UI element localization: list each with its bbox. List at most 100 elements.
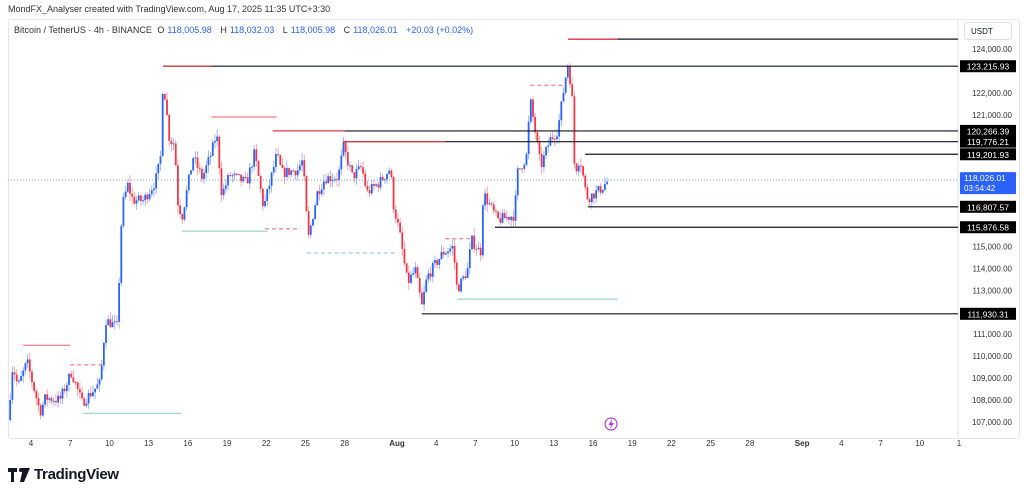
candle bbox=[238, 174, 240, 176]
candle-body bbox=[303, 160, 306, 177]
time-tick-label: 4 bbox=[29, 439, 34, 448]
candle bbox=[240, 174, 242, 187]
candle bbox=[477, 241, 480, 250]
candle bbox=[153, 182, 155, 197]
candle-body bbox=[388, 170, 391, 174]
candle bbox=[270, 171, 273, 193]
candle bbox=[31, 368, 33, 389]
candle-body bbox=[28, 359, 31, 372]
time-tick-label: 16 bbox=[589, 439, 598, 448]
candle bbox=[488, 197, 491, 206]
candle bbox=[499, 211, 502, 226]
time-tick-label: 1 bbox=[957, 439, 962, 448]
candle-body bbox=[405, 263, 408, 273]
candle bbox=[85, 398, 88, 408]
time-tick-label: 13 bbox=[144, 439, 153, 448]
candle bbox=[451, 239, 454, 256]
candle-body bbox=[488, 203, 491, 205]
candle-body bbox=[477, 247, 480, 250]
candle-body bbox=[486, 193, 489, 205]
candle bbox=[464, 270, 467, 281]
candle-body bbox=[155, 173, 158, 189]
candle-body bbox=[386, 173, 388, 180]
tradingview-logo[interactable]: TradingView bbox=[8, 466, 119, 483]
time-tick-label: Sep bbox=[795, 439, 810, 448]
candle-body bbox=[595, 190, 598, 199]
candle-body bbox=[290, 170, 293, 175]
candle bbox=[366, 180, 369, 193]
candle bbox=[192, 157, 195, 173]
candle bbox=[514, 190, 517, 226]
candle bbox=[26, 354, 29, 369]
candle-body bbox=[61, 388, 64, 399]
candle-body bbox=[17, 380, 20, 382]
candle-body bbox=[13, 372, 16, 375]
candle-body bbox=[573, 96, 576, 164]
candle-body bbox=[105, 325, 107, 343]
candle bbox=[294, 170, 297, 181]
candle-body bbox=[534, 116, 537, 133]
candle bbox=[272, 160, 275, 176]
candle bbox=[92, 385, 94, 398]
candle-body bbox=[346, 152, 349, 166]
bar-countdown: 03:54:42 bbox=[964, 184, 996, 193]
candle-body bbox=[20, 376, 22, 381]
candle bbox=[78, 382, 81, 400]
candle bbox=[185, 185, 188, 211]
candle-body bbox=[44, 394, 46, 405]
candle bbox=[484, 188, 486, 211]
candle bbox=[497, 210, 500, 220]
candle bbox=[479, 243, 482, 262]
candle bbox=[449, 244, 452, 255]
candle-body bbox=[185, 190, 188, 208]
candle-body bbox=[218, 136, 221, 169]
candle-body bbox=[76, 382, 79, 390]
candle-body bbox=[179, 205, 181, 215]
candle-body bbox=[214, 141, 216, 143]
candle bbox=[135, 196, 138, 210]
candle-body bbox=[166, 99, 168, 115]
candle-body bbox=[532, 99, 534, 117]
candle bbox=[431, 260, 434, 283]
level-label-bg bbox=[960, 200, 1016, 213]
candle bbox=[429, 266, 432, 282]
price-tick-label: 115,000.00 bbox=[973, 242, 1013, 251]
candle bbox=[510, 215, 513, 227]
candle-body bbox=[420, 292, 423, 305]
candle-body bbox=[83, 398, 86, 406]
level-price-label: 116,807.57 bbox=[960, 200, 1016, 213]
lightning-icon[interactable] bbox=[604, 417, 618, 431]
candle bbox=[100, 360, 103, 382]
symbol-legend: Bitcoin / TetherUS · 4h · BINANCE O 118,0… bbox=[14, 25, 476, 35]
candle-body bbox=[564, 77, 567, 93]
candle bbox=[349, 161, 351, 172]
time-tick-label: 25 bbox=[706, 439, 715, 448]
candle bbox=[70, 370, 73, 379]
candle-body bbox=[235, 173, 238, 175]
candle-body bbox=[490, 203, 493, 205]
candle bbox=[98, 377, 101, 393]
currency-button[interactable]: USDT bbox=[964, 22, 1012, 40]
candle-body bbox=[551, 137, 554, 139]
candle bbox=[342, 136, 345, 158]
candle bbox=[279, 154, 282, 166]
candle bbox=[386, 173, 388, 185]
candle-body bbox=[338, 169, 341, 180]
candle-body bbox=[368, 190, 371, 194]
candle bbox=[33, 380, 36, 394]
candle bbox=[39, 403, 42, 420]
candle-body bbox=[320, 189, 323, 195]
candle-body bbox=[383, 179, 386, 181]
candle-body bbox=[94, 388, 97, 393]
candle bbox=[94, 388, 97, 400]
candle bbox=[126, 179, 129, 194]
candle-body bbox=[163, 93, 166, 100]
candle-body bbox=[283, 167, 286, 178]
candle bbox=[122, 192, 125, 229]
candle bbox=[257, 160, 260, 177]
candle-body bbox=[48, 398, 51, 400]
candle-body bbox=[33, 382, 36, 391]
candle bbox=[390, 168, 393, 180]
time-tick-label: 28 bbox=[745, 439, 754, 448]
